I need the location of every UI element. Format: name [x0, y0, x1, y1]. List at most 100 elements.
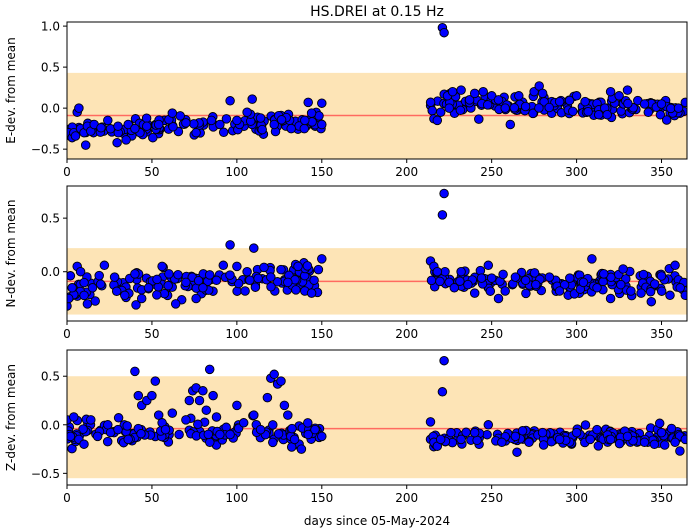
- data-point: [455, 276, 465, 286]
- data-point: [232, 400, 242, 411]
- data-point: [189, 119, 199, 129]
- data-point: [554, 96, 565, 107]
- data-point: [167, 108, 178, 118]
- data-point: [232, 115, 242, 126]
- data-point: [665, 290, 675, 301]
- data-point: [444, 103, 454, 113]
- data-point: [593, 441, 604, 451]
- data-point: [238, 418, 249, 428]
- data-point: [456, 434, 466, 445]
- data-point: [486, 273, 497, 283]
- data-point: [131, 300, 141, 310]
- data-point: [218, 260, 229, 271]
- data-point: [286, 123, 296, 134]
- data-point: [276, 376, 286, 386]
- data-point: [580, 420, 591, 430]
- data-point: [299, 123, 310, 134]
- chart-title: HS.DREI at 0.15 Hz: [310, 4, 444, 20]
- data-point: [142, 121, 152, 131]
- data-point: [80, 140, 91, 150]
- y-axis-label: N-dev. from mean: [4, 200, 18, 308]
- data-point: [67, 271, 76, 281]
- data-point: [680, 97, 687, 108]
- data-point: [266, 272, 276, 282]
- data-point: [141, 113, 152, 123]
- x-tick-label: 150: [310, 327, 333, 341]
- x-tick-label: 100: [225, 327, 248, 341]
- data-point: [113, 121, 123, 131]
- data-point: [483, 420, 494, 430]
- y-tick-label: 0.5: [41, 370, 60, 384]
- data-point: [435, 107, 446, 117]
- data-point: [152, 290, 162, 300]
- data-point: [136, 428, 146, 439]
- x-tick-label: 50: [144, 165, 159, 179]
- data-point: [659, 440, 670, 450]
- x-tick-label: 0: [63, 327, 71, 341]
- data-point: [203, 429, 214, 440]
- data-point: [249, 243, 259, 253]
- data-point: [215, 429, 225, 440]
- y-tick-label: 0.0: [41, 265, 60, 279]
- data-point: [463, 279, 473, 290]
- data-point: [283, 277, 293, 288]
- data-point: [67, 283, 77, 293]
- data-point: [174, 429, 184, 440]
- data-point: [148, 132, 158, 143]
- data-point: [168, 122, 178, 132]
- data-point: [113, 424, 123, 435]
- data-point: [206, 115, 217, 126]
- data-point: [103, 420, 113, 430]
- data-point: [102, 436, 113, 447]
- data-point: [520, 275, 531, 286]
- data-point: [242, 266, 252, 277]
- data-point: [578, 277, 589, 288]
- data-point: [276, 264, 286, 275]
- data-point: [537, 88, 548, 99]
- data-point: [670, 260, 680, 271]
- panel-1: 0 50 100 150 200 250 300 350 −0.5 0.0 0.5 1.0 E-dev.…: [4, 20, 688, 179]
- data-point: [571, 427, 582, 438]
- data-point: [160, 424, 171, 435]
- data-point: [656, 286, 667, 296]
- data-point: [122, 421, 132, 431]
- data-point: [493, 95, 504, 105]
- data-point: [87, 283, 98, 293]
- data-point: [240, 286, 250, 296]
- data-point: [656, 427, 667, 438]
- data-point: [225, 429, 235, 440]
- y-tick-label: 0.0: [41, 418, 60, 432]
- data-point: [262, 392, 273, 403]
- data-point: [150, 376, 161, 386]
- data-point: [303, 97, 313, 108]
- data-point: [121, 135, 131, 145]
- data-point: [306, 108, 317, 118]
- data-point: [163, 280, 173, 291]
- data-point: [86, 415, 96, 425]
- data-point: [111, 286, 122, 297]
- data-point: [599, 269, 609, 279]
- x-tick-label: 300: [565, 491, 588, 505]
- data-point: [645, 287, 656, 297]
- data-point: [456, 85, 466, 95]
- data-point: [432, 115, 443, 126]
- data-point: [204, 364, 215, 375]
- data-point: [96, 123, 106, 133]
- data-point: [529, 268, 540, 278]
- data-point: [426, 275, 437, 286]
- data-point: [605, 434, 616, 445]
- data-point: [95, 279, 106, 289]
- data-point: [276, 115, 287, 125]
- scatter-points: [67, 355, 687, 457]
- data-point: [437, 387, 448, 397]
- data-point: [69, 412, 79, 422]
- data-point: [646, 296, 657, 307]
- x-tick-label: 50: [144, 327, 159, 341]
- data-point: [583, 106, 593, 117]
- data-point: [109, 272, 120, 282]
- data-point: [476, 273, 487, 283]
- x-tick-label: 350: [650, 327, 673, 341]
- data-point: [449, 283, 460, 293]
- data-point: [482, 429, 492, 440]
- data-point: [184, 395, 195, 406]
